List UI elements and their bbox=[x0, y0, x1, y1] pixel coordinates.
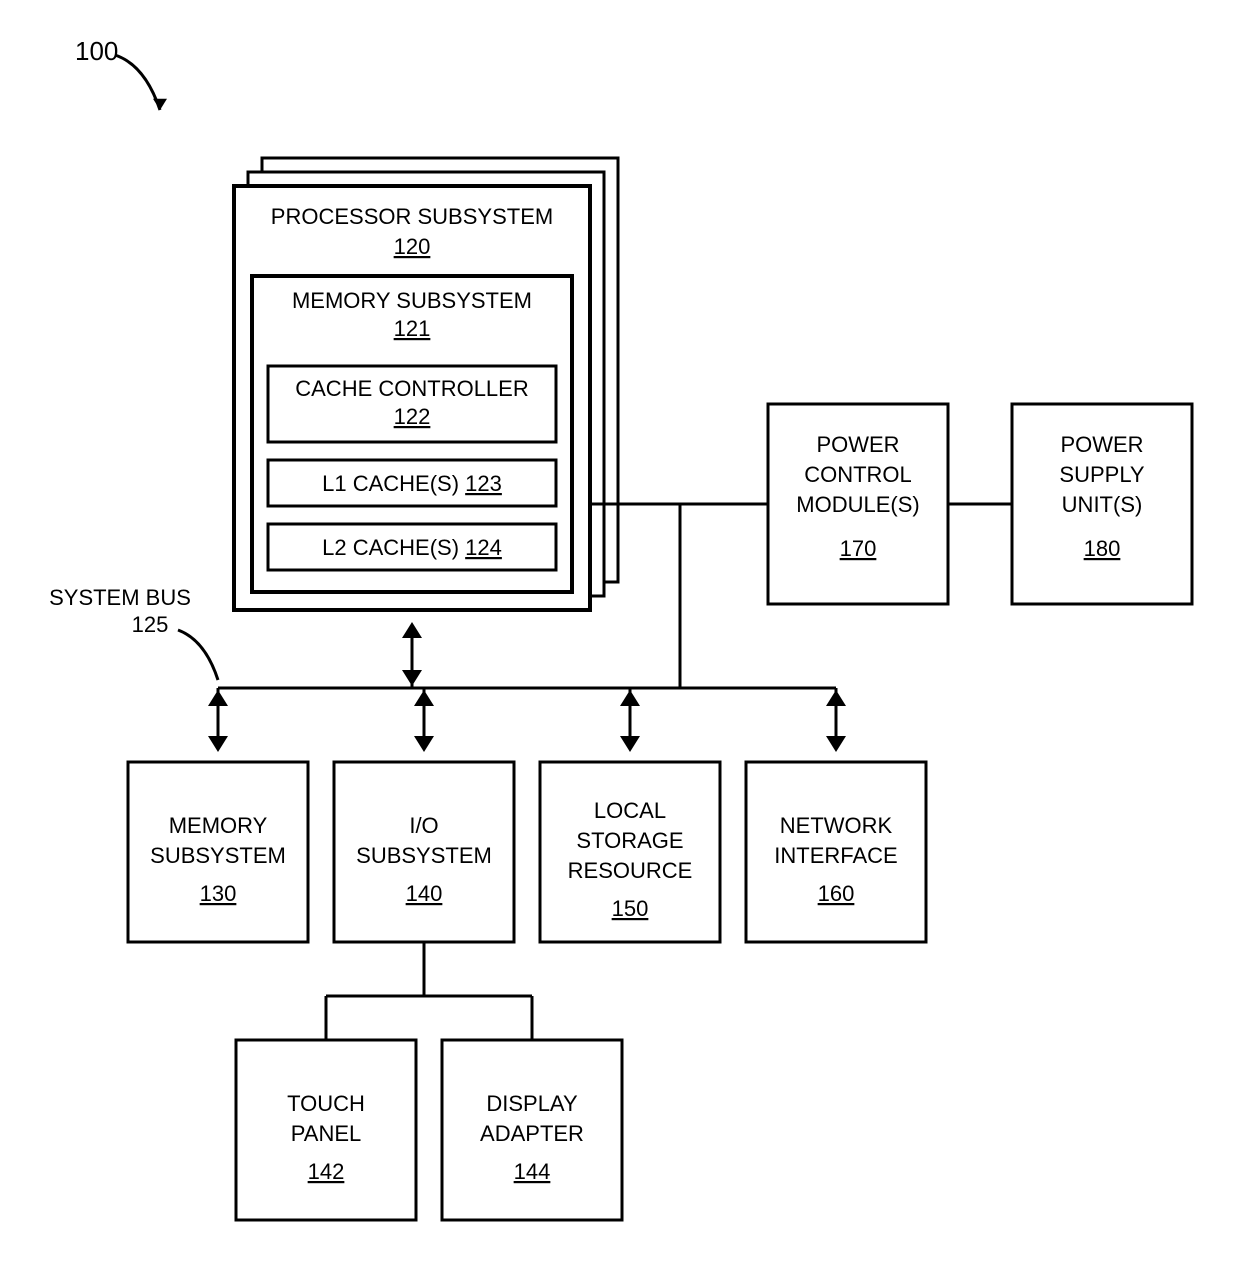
arrow-head-icon bbox=[620, 736, 640, 752]
io-line-1: SUBSYSTEM bbox=[356, 843, 492, 868]
cache-controller-title: CACHE CONTROLLER bbox=[295, 376, 528, 401]
arrow-head-icon bbox=[402, 670, 422, 686]
stor-line-1: STORAGE bbox=[576, 828, 683, 853]
system-bus-num: 125 bbox=[132, 612, 169, 637]
psu-line-2: UNIT(S) bbox=[1062, 492, 1143, 517]
arrow-head-icon bbox=[414, 690, 434, 706]
mem-line-1: SUBSYSTEM bbox=[150, 843, 286, 868]
pcm-line-1: CONTROL bbox=[804, 462, 912, 487]
processor-subsystem-title: PROCESSOR SUBSYSTEM bbox=[271, 204, 553, 229]
psu-ref: 180 bbox=[1084, 536, 1121, 561]
memory-subsystem-title: MEMORY SUBSYSTEM bbox=[292, 288, 532, 313]
mem-line-0: MEMORY bbox=[169, 813, 268, 838]
display-line-1: ADAPTER bbox=[480, 1121, 584, 1146]
mem-ref: 130 bbox=[200, 881, 237, 906]
stor-ref: 150 bbox=[612, 896, 649, 921]
stor-line-2: RESOURCE bbox=[568, 858, 693, 883]
arrow-head-icon bbox=[620, 690, 640, 706]
touch-line-1: PANEL bbox=[291, 1121, 362, 1146]
figure-ref-arrow bbox=[115, 55, 160, 110]
arrow-head-icon bbox=[402, 622, 422, 638]
psu-line-1: SUPPLY bbox=[1059, 462, 1145, 487]
touch-line-0: TOUCH bbox=[287, 1091, 365, 1116]
arrow-head-icon bbox=[153, 99, 167, 110]
pcm-line-0: POWER bbox=[816, 432, 899, 457]
pcm-ref: 170 bbox=[840, 536, 877, 561]
figure-ref: 100 bbox=[75, 36, 118, 66]
system-bus-label: SYSTEM BUS bbox=[49, 585, 191, 610]
l2-cache-label: L2 CACHE(S) 124 bbox=[322, 535, 502, 560]
cache-controller-ref: 122 bbox=[394, 404, 431, 429]
io-line-0: I/O bbox=[409, 813, 438, 838]
arrow-head-icon bbox=[826, 736, 846, 752]
net-line-1: INTERFACE bbox=[774, 843, 897, 868]
arrow-head-icon bbox=[826, 690, 846, 706]
display-line-0: DISPLAY bbox=[486, 1091, 578, 1116]
arrow-head-icon bbox=[208, 690, 228, 706]
io-ref: 140 bbox=[406, 881, 443, 906]
touch-ref: 142 bbox=[308, 1159, 345, 1184]
system-bus-hook bbox=[178, 630, 218, 680]
stor-line-0: LOCAL bbox=[594, 798, 666, 823]
pcm-line-2: MODULE(S) bbox=[796, 492, 919, 517]
arrow-head-icon bbox=[208, 736, 228, 752]
psu-line-0: POWER bbox=[1060, 432, 1143, 457]
net-ref: 160 bbox=[818, 881, 855, 906]
processor-subsystem-ref: 120 bbox=[394, 234, 431, 259]
net-line-0: NETWORK bbox=[780, 813, 893, 838]
arrow-head-icon bbox=[414, 736, 434, 752]
l1-cache-label: L1 CACHE(S) 123 bbox=[322, 471, 502, 496]
memory-subsystem-ref: 121 bbox=[394, 316, 431, 341]
display-ref: 144 bbox=[514, 1159, 551, 1184]
